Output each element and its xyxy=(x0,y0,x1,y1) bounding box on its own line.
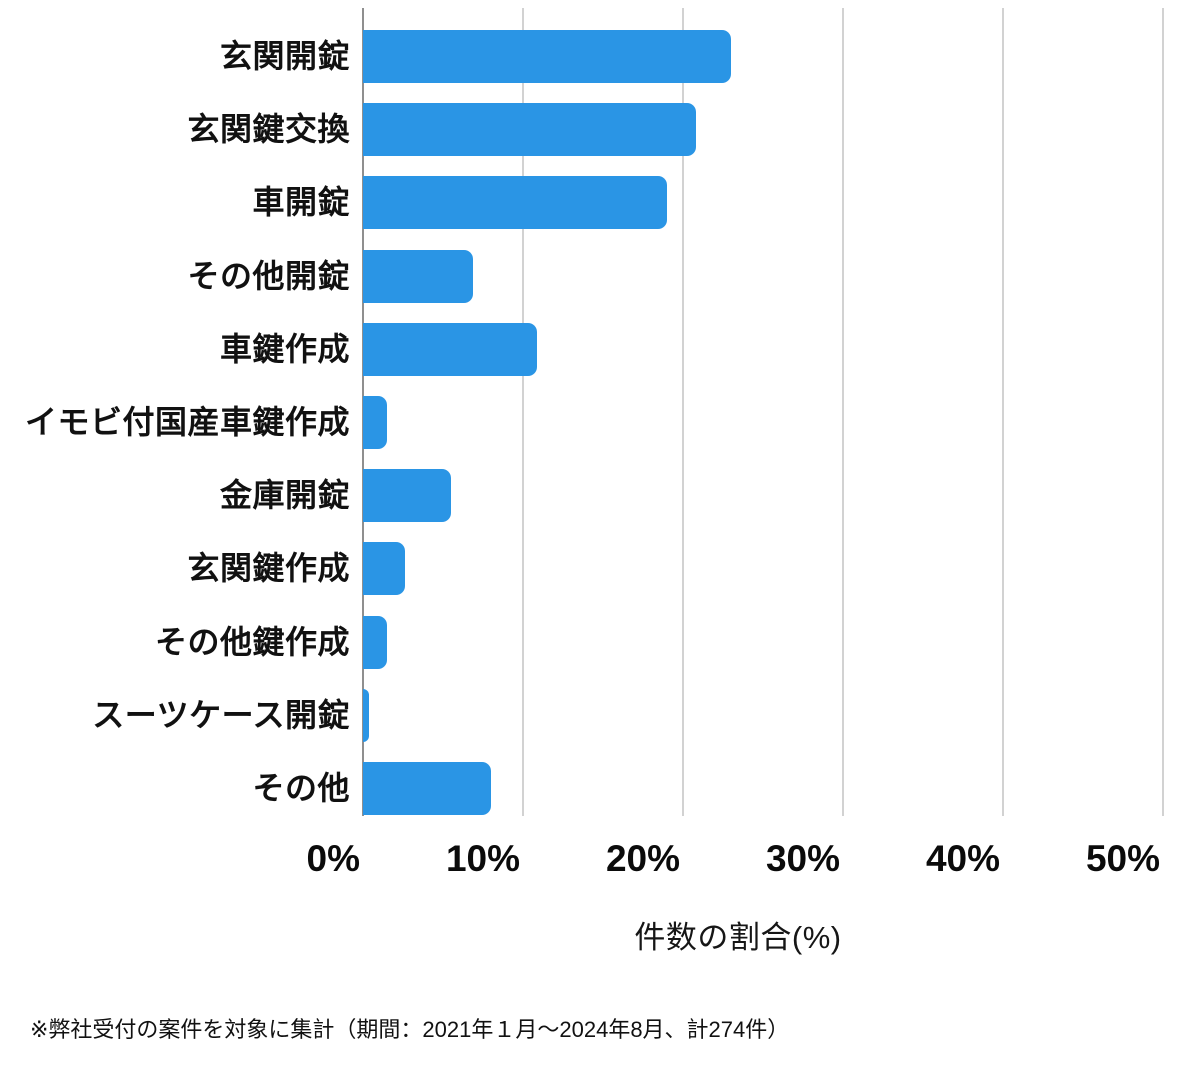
category-label: イモビ付国産車鍵作成 xyxy=(24,404,350,440)
chart-footnote: ※弊社受付の案件を対象に集計（期間：2021年１月～2024年8月、計274件） xyxy=(30,1017,790,1042)
category-label: 車鍵作成 xyxy=(219,330,350,367)
bar xyxy=(363,688,370,742)
category-label: スーツケース開錠 xyxy=(92,696,350,733)
category-label: 金庫開錠 xyxy=(219,477,350,514)
category-label: 玄関鍵交換 xyxy=(187,111,350,148)
category-label: その他鍵作成 xyxy=(154,623,350,660)
bar xyxy=(363,396,387,449)
bar xyxy=(363,103,696,157)
gridline xyxy=(522,8,524,816)
bar xyxy=(363,542,405,596)
x-axis-title: 件数の割合(%) xyxy=(634,920,842,955)
x-tick-label: 50% xyxy=(1085,838,1160,879)
category-label: その他 xyxy=(252,770,350,806)
bar xyxy=(363,249,474,303)
bar xyxy=(363,30,731,83)
category-label: 玄関開錠 xyxy=(219,38,350,74)
category-label: その他開錠 xyxy=(187,257,350,294)
bar xyxy=(363,322,538,376)
bar xyxy=(363,176,667,230)
bar xyxy=(363,762,491,815)
category-label: 車開錠 xyxy=(252,184,350,221)
gridline xyxy=(1002,8,1004,816)
x-tick-label: 40% xyxy=(925,838,1000,879)
gridline xyxy=(1162,8,1164,816)
gridline xyxy=(682,8,684,816)
x-tick-label: 30% xyxy=(765,838,840,879)
category-label: 玄関鍵作成 xyxy=(187,550,350,587)
gridline xyxy=(842,8,844,816)
x-tick-label: 10% xyxy=(445,838,520,879)
bar xyxy=(363,615,387,669)
x-tick-label: 0% xyxy=(306,838,360,879)
bar xyxy=(363,469,451,523)
x-tick-label: 20% xyxy=(605,838,680,879)
